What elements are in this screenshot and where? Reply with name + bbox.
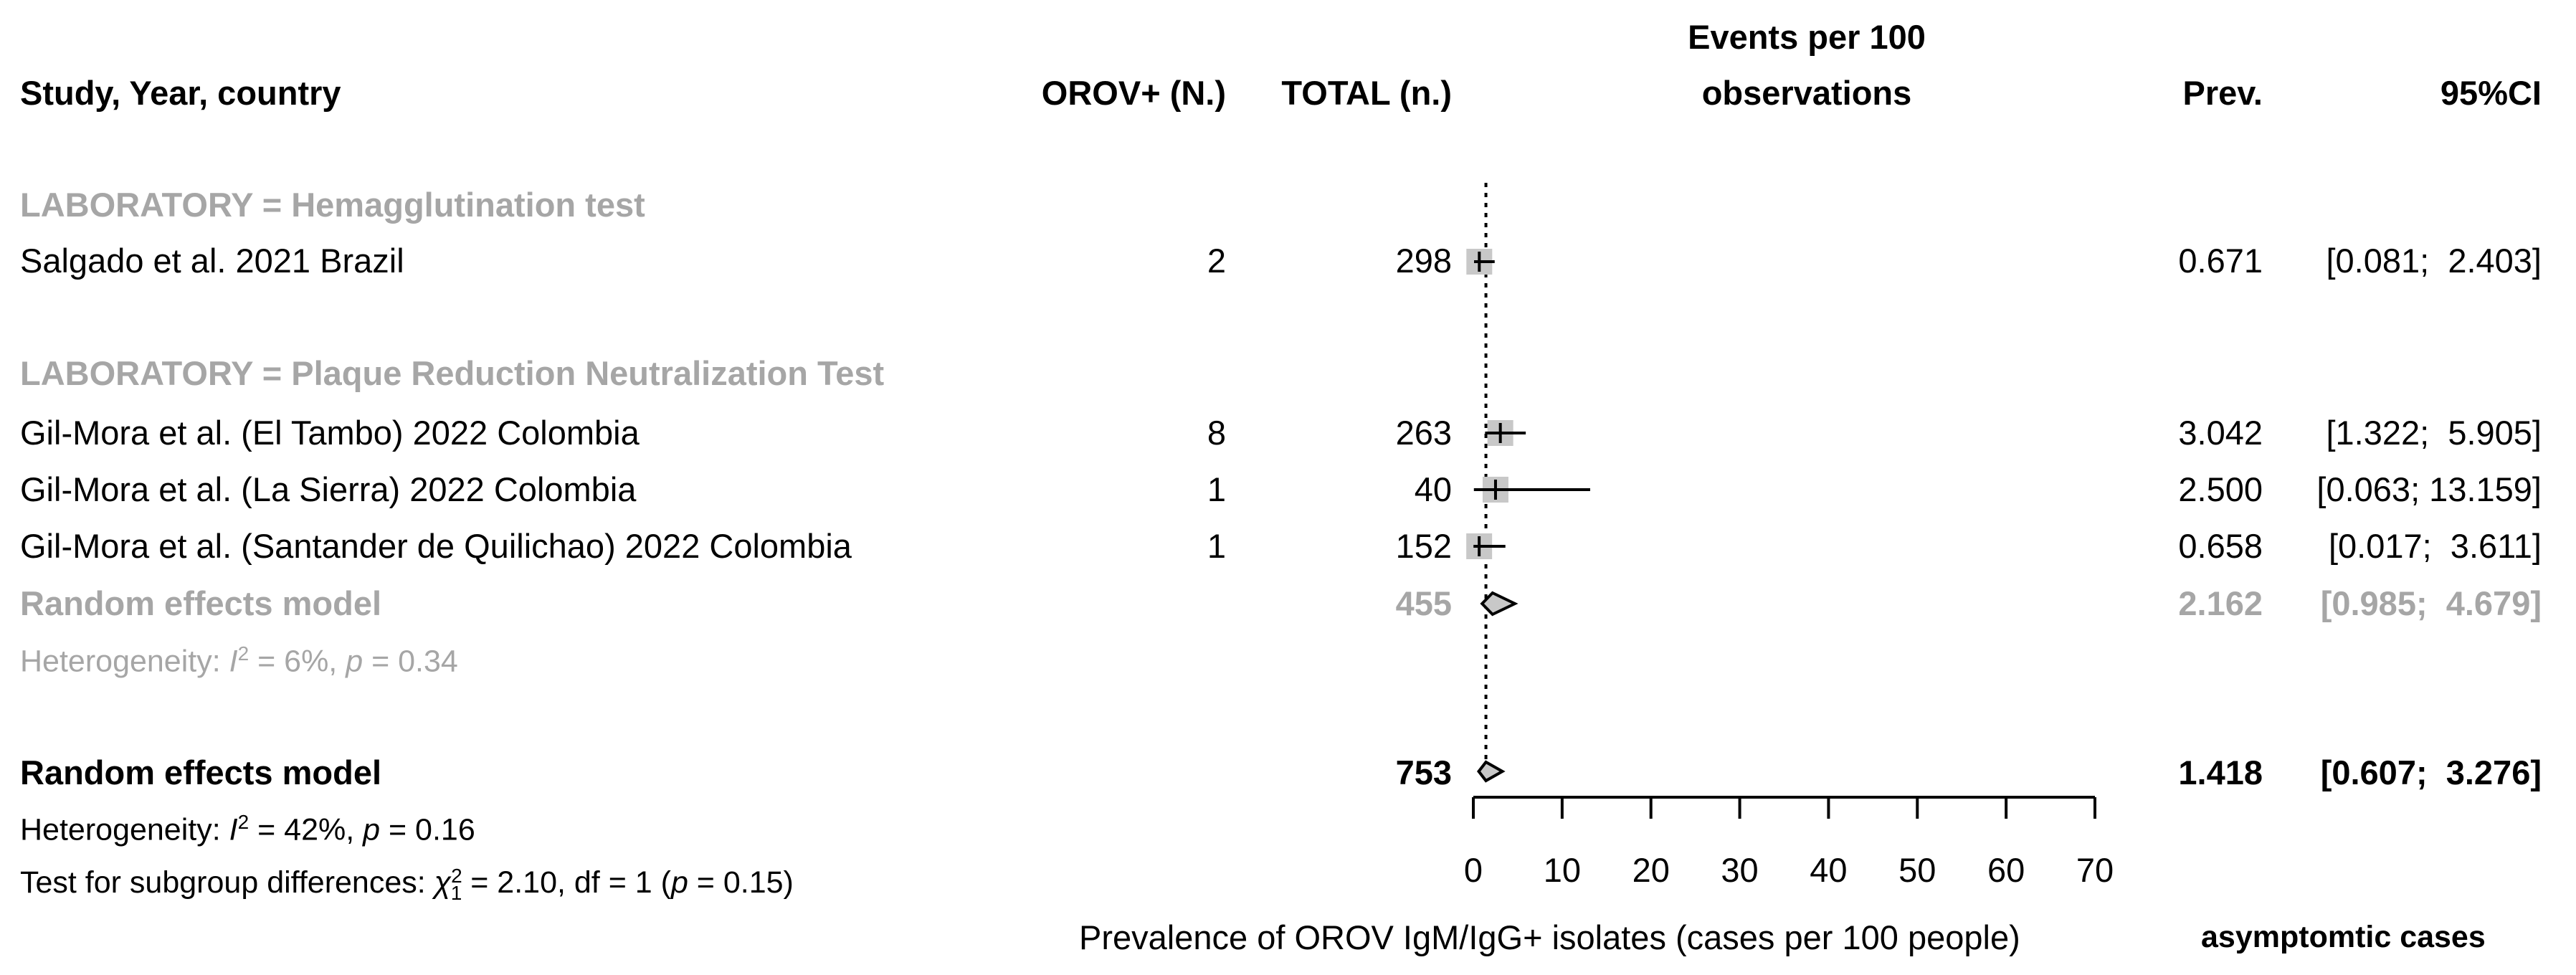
study-name: Gil-Mora et al. (La Sierra) 2022 Colombi… bbox=[20, 470, 637, 508]
study-ci: [0.081; 2.403] bbox=[2326, 242, 2542, 280]
study-events: 1 bbox=[1207, 527, 1226, 565]
study-prev: 2.500 bbox=[2178, 470, 2263, 508]
x-tick-label: 50 bbox=[1898, 851, 1936, 889]
study-prev: 0.658 bbox=[2178, 527, 2263, 565]
subgroup-model-prev: 2.162 bbox=[2178, 584, 2263, 622]
study-ci: [0.017; 3.611] bbox=[2328, 527, 2542, 565]
study-total: 40 bbox=[1414, 470, 1452, 508]
study-events: 2 bbox=[1207, 242, 1226, 280]
x-axis-label: Prevalence of OROV IgM/IgG+ isolates (ca… bbox=[1079, 918, 2020, 956]
overall-model-label: Random effects model bbox=[20, 753, 382, 791]
subgroup-model-ci: [0.985; 4.679] bbox=[2320, 584, 2542, 622]
header-plot-title-2: observations bbox=[1701, 74, 1912, 112]
overall-diamond bbox=[1476, 760, 1506, 783]
x-tick-label: 20 bbox=[1632, 851, 1670, 889]
subgroup-difference-test: Test for subgroup differences: χ21 = 2.1… bbox=[20, 865, 794, 904]
study-ci: [0.063; 13.159] bbox=[2316, 470, 2542, 508]
study-prev: 0.671 bbox=[2178, 242, 2263, 280]
header-events: OROV+ (N.) bbox=[1041, 74, 1226, 112]
study-events: 8 bbox=[1207, 414, 1226, 452]
study-total: 298 bbox=[1395, 242, 1452, 280]
group-label-prnt: LABORATORY = Plaque Reduction Neutraliza… bbox=[20, 354, 885, 392]
header-plot-title-1: Events per 100 bbox=[1688, 18, 1926, 56]
subgroup-diamond bbox=[1480, 591, 1518, 617]
x-tick-label: 10 bbox=[1544, 851, 1581, 889]
header-ci: 95%CI bbox=[2440, 74, 2542, 112]
study-ci: [1.322; 5.905] bbox=[2326, 414, 2542, 452]
x-axis-label-right: asymptomtic cases bbox=[2201, 920, 2486, 954]
x-tick-label: 0 bbox=[1464, 851, 1483, 889]
group-label-hemagglutination: LABORATORY = Hemagglutination test bbox=[20, 186, 645, 224]
overall-heterogeneity: Heterogeneity: I2 = 42%, p = 0.16 bbox=[20, 811, 475, 847]
study-name: Gil-Mora et al. (El Tambo) 2022 Colombia bbox=[20, 414, 640, 452]
overall-model-ci: [0.607; 3.276] bbox=[2320, 753, 2542, 791]
subgroup-heterogeneity: Heterogeneity: I2 = 6%, p = 0.34 bbox=[20, 642, 458, 679]
subgroup-model-label: Random effects model bbox=[20, 584, 382, 622]
study-name: Salgado et al. 2021 Brazil bbox=[20, 242, 404, 280]
x-tick-label: 60 bbox=[1987, 851, 2025, 889]
x-tick-label: 70 bbox=[2076, 851, 2114, 889]
study-name: Gil-Mora et al. (Santander de Quilichao)… bbox=[20, 527, 852, 565]
x-tick-label: 30 bbox=[1721, 851, 1758, 889]
study-total: 152 bbox=[1395, 527, 1452, 565]
study-prev: 3.042 bbox=[2178, 414, 2263, 452]
x-tick-label: 40 bbox=[1810, 851, 1847, 889]
overall-model-prev: 1.418 bbox=[2178, 753, 2263, 791]
header-study: Study, Year, country bbox=[20, 74, 341, 112]
subgroup-model-total: 455 bbox=[1395, 584, 1452, 622]
study-events: 1 bbox=[1207, 470, 1226, 508]
header-total: TOTAL (n.) bbox=[1281, 74, 1452, 112]
header-prev: Prev. bbox=[2182, 74, 2263, 112]
overall-model-total: 753 bbox=[1395, 753, 1452, 791]
study-total: 263 bbox=[1395, 414, 1452, 452]
